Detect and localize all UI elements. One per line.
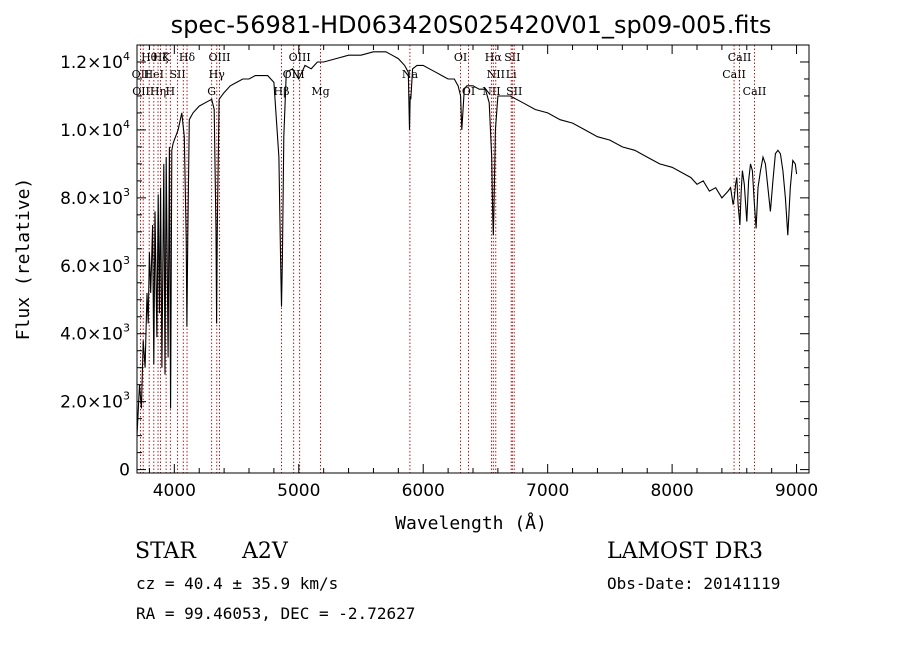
line-marker-label: Hζ — [153, 51, 169, 64]
line-marker-label: OIII — [132, 85, 154, 98]
line-marker-label: OII — [132, 68, 150, 81]
spectral-line-markers: OIIOIIIHθHeIHηHζKHSIIHδGHγOIIIHβOIIIOIII… — [132, 45, 767, 473]
line-marker-label: OI — [454, 51, 467, 64]
chart-title: spec-56981-HD063420S025420V01_sp09-005.f… — [171, 11, 772, 39]
x-tick-label: 9000 — [775, 481, 818, 501]
line-marker-label: Na — [402, 68, 419, 81]
object-class: STAR — [135, 539, 196, 564]
spectral-subclass: A2V — [242, 539, 288, 564]
line-marker-label: CaII — [722, 68, 746, 81]
y-axis-label: Flux (relative) — [13, 178, 34, 341]
obs-date: Obs-Date: 20141119 — [607, 574, 781, 593]
x-tick-label: 4000 — [153, 481, 196, 501]
y-tick-label: 6.0×103 — [60, 254, 130, 277]
line-marker-label: Mg — [311, 85, 329, 98]
line-marker-label: Li — [506, 68, 517, 81]
x-tick-label: 8000 — [650, 481, 693, 501]
x-axis: 4000 5000 6000 7000 8000 9000 — [148, 45, 818, 501]
redshift-value: cz = 40.4 ± 35.9 km/s — [136, 574, 339, 593]
line-marker-label: H — [166, 85, 176, 98]
line-marker-label: Hθ — [141, 51, 158, 64]
y-axis: 0 2.0×103 4.0×103 6.0×103 8.0×103 1.0×104 1.2×… — [60, 50, 809, 481]
line-marker-label: HeI — [144, 68, 164, 81]
line-marker-label: Hδ — [179, 51, 196, 64]
line-marker-label: SII — [506, 85, 522, 98]
spectrum-line — [136, 51, 798, 436]
y-tick-label: 2.0×103 — [60, 390, 130, 413]
y-tick-label: 8.0×103 — [60, 186, 130, 209]
line-marker-label: OIII — [208, 51, 230, 64]
line-marker-label: SII — [504, 51, 520, 64]
line-marker-label: Hβ — [274, 85, 290, 98]
line-marker-label: CaII — [728, 51, 752, 64]
y-tick-label: 1.2×104 — [60, 50, 130, 73]
x-tick-label: 6000 — [402, 481, 445, 501]
x-axis-label: Wavelength (Å) — [395, 512, 547, 534]
survey-name: LAMOST DR3 — [607, 539, 763, 564]
line-marker-label: G — [207, 85, 216, 98]
x-tick-label: 7000 — [526, 481, 569, 501]
coordinates: RA = 99.46053, DEC = -2.72627 — [136, 604, 416, 623]
y-tick-label: 4.0×103 — [60, 322, 130, 345]
line-marker-label: CaII — [743, 85, 767, 98]
line-marker-label: Hη — [150, 85, 166, 98]
line-marker-label: Hγ — [209, 68, 226, 81]
line-marker-label: K — [162, 51, 171, 64]
line-marker-label: Hα — [485, 51, 503, 64]
line-marker-label: SII — [169, 68, 185, 81]
x-tick-label: 5000 — [277, 481, 320, 501]
line-marker-label: OIII — [289, 51, 311, 64]
y-tick-label: 1.0×104 — [60, 118, 130, 141]
plot-frame — [136, 44, 810, 474]
y-tick-label: 0 — [119, 461, 130, 481]
line-marker-label: NII — [487, 68, 505, 81]
